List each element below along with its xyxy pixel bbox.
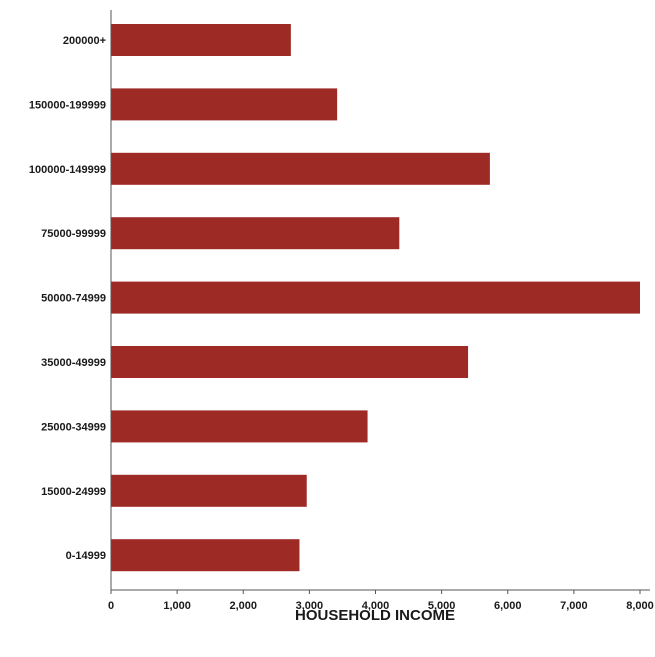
- category-label: 15000-24999: [41, 486, 106, 498]
- bar-50000-74999: [111, 281, 640, 314]
- bar-25000-34999: [111, 410, 368, 443]
- labels-layer: 200000+ 150000-199999 100000-149999 75000-9…: [29, 35, 654, 612]
- bar-15000-24999: [111, 474, 307, 507]
- category-label: 0-14999: [66, 550, 106, 562]
- x-axis-title: HOUSEHOLD INCOME: [295, 607, 455, 624]
- axes-layer: [110, 10, 650, 594]
- bars-layer: [111, 24, 640, 572]
- category-label: 150000-199999: [29, 99, 106, 111]
- bar-150000-199999: [111, 88, 338, 121]
- category-label: 50000-74999: [41, 293, 106, 305]
- x-tick-label: 4,000: [362, 600, 390, 612]
- category-label: 25000-34999: [41, 421, 106, 433]
- category-label: 75000-99999: [41, 228, 106, 240]
- x-tick-label: 0: [108, 600, 114, 612]
- category-label: 35000-49999: [41, 357, 106, 369]
- bar-100000-149999: [111, 152, 490, 185]
- category-label: 200000+: [63, 35, 106, 47]
- x-tick-label: 2,000: [229, 600, 257, 612]
- category-label: 100000-149999: [29, 164, 106, 176]
- x-tick-label: 8,000: [626, 600, 654, 612]
- x-tick-label: 6,000: [494, 600, 522, 612]
- bar-35000-49999: [111, 346, 469, 378]
- x-tick-label: 7,000: [560, 600, 588, 612]
- x-tick-label: 1,000: [163, 600, 191, 612]
- bar-75000-99999: [111, 217, 400, 250]
- bar-200000+: [111, 24, 291, 56]
- x-tick-label: 3,000: [296, 600, 324, 612]
- x-tick-label: 5,000: [428, 600, 456, 612]
- bar-0-14999: [111, 539, 300, 572]
